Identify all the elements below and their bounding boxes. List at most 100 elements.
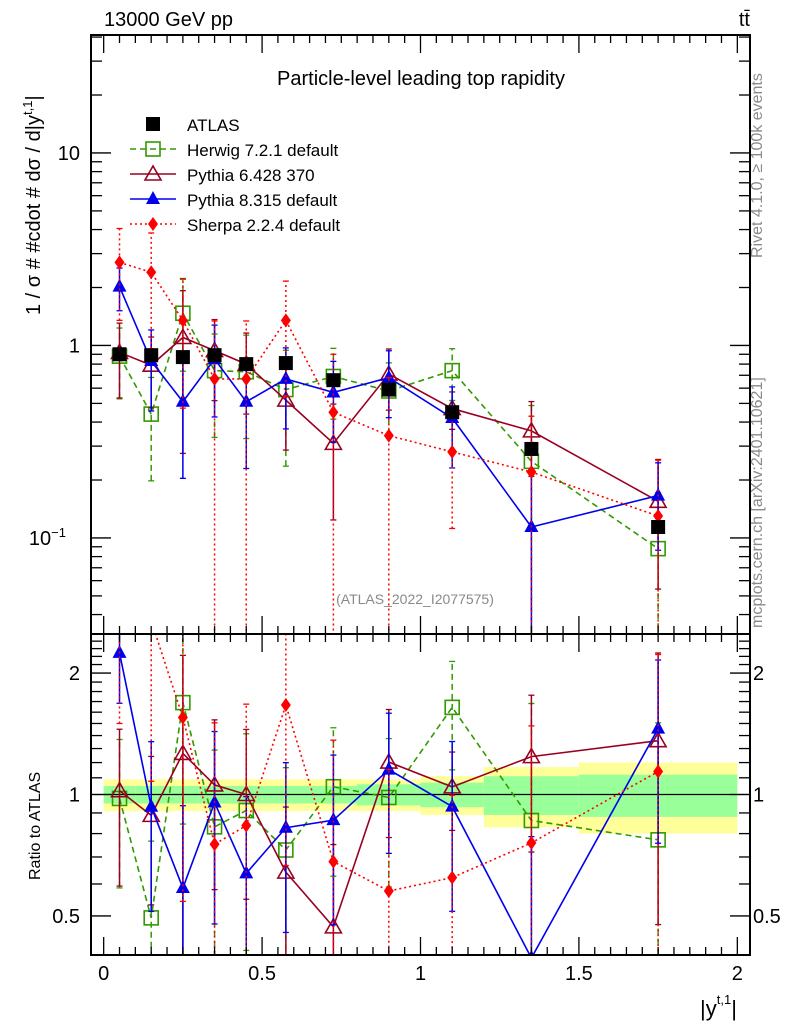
data-point xyxy=(447,444,458,459)
chart-title: Particle-level leading top rapidity xyxy=(277,68,565,90)
legend-entry: ATLAS xyxy=(146,116,240,135)
x-axis-label-base: |y xyxy=(700,996,717,1021)
data-point xyxy=(524,441,539,456)
data-point xyxy=(280,698,291,713)
main-series-sherpa-2-2-4-default xyxy=(114,227,664,634)
ratio-y-tick-label-right: 2 xyxy=(753,663,764,685)
data-point xyxy=(241,371,252,386)
main-series-atlas xyxy=(112,347,666,535)
data-point xyxy=(241,818,252,833)
legend-marker xyxy=(146,191,160,204)
data-point xyxy=(110,781,129,798)
data-point xyxy=(328,854,339,869)
ratio-panel xyxy=(110,595,668,955)
legend-label: ATLAS xyxy=(187,116,240,135)
x-tick-label: 1.5 xyxy=(565,963,593,985)
x-tick-label: 0.5 xyxy=(248,963,276,985)
data-point xyxy=(526,465,537,480)
data-point xyxy=(445,405,460,420)
y-tick-label: 10−1 xyxy=(29,525,66,550)
data-point xyxy=(144,348,159,363)
data-point xyxy=(112,644,127,658)
data-point xyxy=(144,798,159,812)
header-left: 13000 GeV pp xyxy=(104,9,233,31)
data-point xyxy=(651,487,666,501)
data-point xyxy=(381,382,396,397)
y-tick-label-sup: −1 xyxy=(51,525,66,540)
legend-marker xyxy=(145,141,161,157)
data-point xyxy=(526,835,537,850)
legend-label: Pythia 8.315 default xyxy=(187,191,338,210)
y-tick-label: 1 xyxy=(69,335,80,357)
data-point xyxy=(146,614,156,628)
side-label-rivet: Rivet 4.1.0, ≥ 100k events xyxy=(749,73,766,258)
data-point xyxy=(173,743,193,761)
legend-label: Sherpa 2.2.4 default xyxy=(187,216,340,235)
data-point xyxy=(175,350,190,365)
legend-marker xyxy=(143,164,163,181)
ratio-y-tick-label-left: 0.5 xyxy=(52,906,80,928)
analysis-tag: (ATLAS_2022_I2077575) xyxy=(336,591,494,607)
axes: 0 0.5 1 1.5 2 10 1 10−1 2 2 1 1 0.5 0.5 xyxy=(29,34,781,985)
data-point xyxy=(207,348,222,363)
x-axis-label: |yt,1| xyxy=(700,992,737,1021)
data-point xyxy=(209,837,220,852)
data-point xyxy=(651,720,666,734)
data-point xyxy=(209,371,220,386)
main-series-pythia-8-315-default xyxy=(112,267,666,634)
ratio-y-axis-label: Ratio to ATLAS xyxy=(27,772,44,880)
y-axis-label-text: 1 / σ # #cdot # dσ / d|y xyxy=(23,115,45,315)
data-point xyxy=(326,373,341,388)
legend-marker xyxy=(146,117,160,131)
data-point xyxy=(653,764,664,779)
y-tick-label: 10 xyxy=(58,143,80,165)
series-layer xyxy=(110,227,668,955)
data-point xyxy=(383,884,394,899)
data-point xyxy=(177,313,188,328)
data-point xyxy=(112,347,127,362)
x-axis-label-sup: t,1 xyxy=(717,992,731,1007)
data-point xyxy=(177,710,188,725)
side-label-mcplots: mcplots.cern.ch [arXiv:2401.10621] xyxy=(749,377,766,628)
data-point xyxy=(326,384,341,398)
data-point xyxy=(239,357,254,372)
ratio-y-tick-label-left: 1 xyxy=(69,785,80,807)
data-point xyxy=(175,393,190,407)
legend: ATLAS Herwig 7.2.1 default Pythia 6.428 37… xyxy=(130,116,340,235)
x-tick-label: 1 xyxy=(415,963,426,985)
data-point xyxy=(328,405,339,420)
y-axis-label-sup: t,1 xyxy=(20,101,35,115)
series-line xyxy=(119,261,659,517)
data-point xyxy=(114,255,125,270)
legend-entry: Sherpa 2.2.4 default xyxy=(130,216,340,235)
data-point xyxy=(175,880,190,894)
header-right: tt̄ xyxy=(739,9,751,31)
data-point xyxy=(445,798,460,812)
y-axis-label: 1 / σ # #cdot # dσ / d|yt,1| xyxy=(20,95,45,315)
x-tick-label: 0 xyxy=(98,963,109,985)
data-point xyxy=(651,520,666,535)
legend-label: Pythia 6.428 370 xyxy=(187,166,315,185)
ratio-y-tick-label-right: 1 xyxy=(753,785,764,807)
data-point xyxy=(146,265,157,280)
data-point xyxy=(323,917,343,934)
legend-marker xyxy=(148,217,158,231)
ratio-uncertainty-bands xyxy=(103,762,738,834)
data-point xyxy=(444,699,460,716)
data-point xyxy=(383,428,394,443)
x-tick-label: 2 xyxy=(732,963,743,985)
ratio-y-tick-label-left: 2 xyxy=(69,663,80,685)
data-point xyxy=(381,761,396,775)
data-point xyxy=(115,595,125,609)
data-point xyxy=(381,369,396,383)
data-point xyxy=(173,327,193,345)
data-point xyxy=(278,370,293,384)
data-point xyxy=(653,509,664,524)
data-point xyxy=(326,812,341,826)
legend-entry: Herwig 7.2.1 default xyxy=(130,141,338,160)
legend-entry: Pythia 6.428 370 xyxy=(130,164,315,185)
data-point xyxy=(278,356,293,371)
main-panel xyxy=(110,227,668,634)
data-point xyxy=(444,362,460,379)
